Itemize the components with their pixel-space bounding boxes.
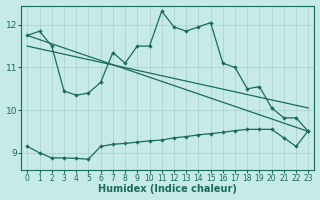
- X-axis label: Humidex (Indice chaleur): Humidex (Indice chaleur): [98, 184, 237, 194]
